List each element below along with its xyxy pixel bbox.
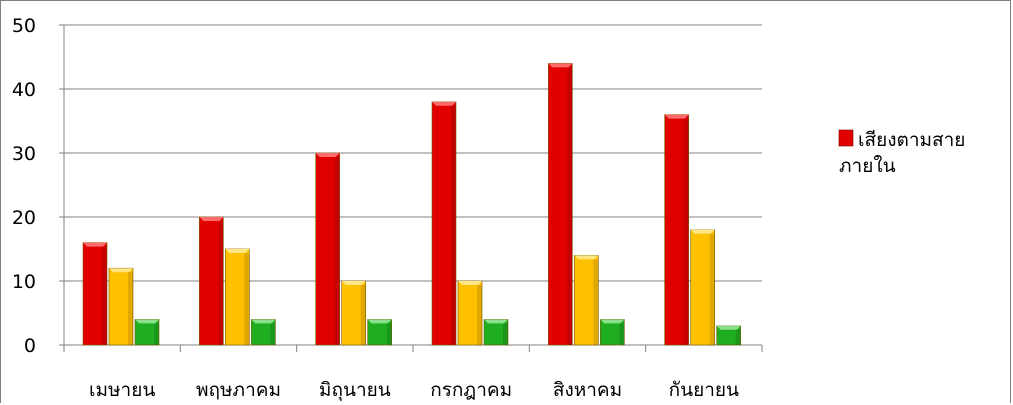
bar (574, 255, 599, 346)
legend: เสียงตามสาย ภายใน (838, 129, 965, 177)
bar (600, 319, 625, 346)
bar-shade (154, 323, 159, 345)
bar-shade (102, 246, 107, 345)
bar-bevel (315, 153, 340, 157)
bar-shade (735, 329, 741, 345)
bar-body (82, 242, 108, 346)
bar (108, 267, 134, 346)
bar-shade (567, 67, 573, 346)
y-tick-label: 10 (12, 271, 36, 293)
y-tick-label: 40 (12, 79, 36, 101)
x-tick-label: กันยายน (669, 379, 739, 401)
bar (548, 63, 573, 346)
bar-shade (709, 233, 715, 345)
bar-shade (593, 259, 599, 345)
bar-body (600, 319, 625, 346)
x-tick-label: มิถุนายน (319, 379, 391, 402)
legend-label-line-2: ภายใน (839, 155, 896, 177)
x-tick-label: สิงหาคม (553, 379, 622, 401)
y-tick-label: 20 (12, 207, 36, 229)
x-tick-label: พฤษภาคม (196, 379, 281, 401)
bar-shade (218, 221, 224, 345)
x-tick-label: กรกฎาคม (430, 379, 512, 401)
bar (483, 319, 509, 346)
bar (664, 114, 689, 346)
bar-shade (270, 323, 276, 345)
bar-bevel (83, 242, 107, 247)
y-tick-labels: 0 10 20 30 40 50 (12, 15, 36, 357)
bar-bevel (690, 229, 715, 234)
bar-bevel (716, 325, 741, 330)
bar-bevel (574, 255, 599, 260)
bar-bevel (432, 101, 456, 106)
bar (199, 216, 224, 346)
bar-body (548, 63, 573, 346)
x-tick-labels: เมษายน พฤษภาคม มิถุนายน กรกฎาคม สิงหาคม กันยา… (89, 379, 739, 402)
bar (341, 280, 366, 346)
bar (690, 229, 715, 346)
bar-bevel (548, 63, 573, 68)
bars (82, 63, 741, 346)
bar (315, 152, 340, 346)
bar-shade (334, 157, 340, 345)
bar (82, 242, 108, 346)
bar-shade (386, 323, 392, 345)
bar (457, 280, 483, 346)
y-tick-label: 0 (24, 335, 36, 357)
bar-bevel (225, 249, 250, 253)
bar-body (225, 248, 250, 346)
bar-shade (360, 285, 366, 345)
bar-shade (503, 323, 508, 345)
bar-bevel (109, 268, 133, 273)
bar-body (457, 280, 483, 346)
bar-bevel (135, 319, 159, 324)
bar-body (199, 216, 224, 346)
bar (716, 325, 741, 346)
bar (134, 319, 160, 346)
bar (225, 248, 250, 346)
x-tick-label: เมษายน (89, 379, 155, 401)
legend-swatch (838, 129, 854, 147)
y-tick-label: 50 (12, 15, 36, 37)
y-tick-label: 30 (12, 143, 36, 165)
bar-bevel (600, 319, 625, 324)
bar-bevel (251, 319, 276, 324)
bar-body (341, 280, 366, 346)
bar-bevel (199, 217, 224, 221)
bar-bevel (664, 114, 689, 119)
bar-shade (477, 285, 482, 345)
legend-label-line-1: เสียงตามสาย (858, 129, 965, 151)
bar-body (251, 319, 276, 346)
bar-shade (244, 253, 250, 345)
bar-bevel (458, 281, 482, 285)
bar-body (367, 319, 392, 346)
bar-bevel (367, 319, 392, 324)
bar-shade (683, 118, 689, 345)
bar-shade (451, 105, 456, 345)
bar-body (664, 114, 689, 346)
bar (367, 319, 392, 346)
bar (431, 101, 457, 346)
gridlines (64, 24, 762, 282)
bar-body (483, 319, 509, 346)
bar-bevel (484, 319, 508, 324)
bar-shade (128, 272, 133, 345)
bar-bevel (341, 281, 366, 285)
bar-body (108, 267, 134, 346)
axes (59, 24, 763, 352)
bar (251, 319, 276, 346)
bar-shade (619, 323, 625, 345)
